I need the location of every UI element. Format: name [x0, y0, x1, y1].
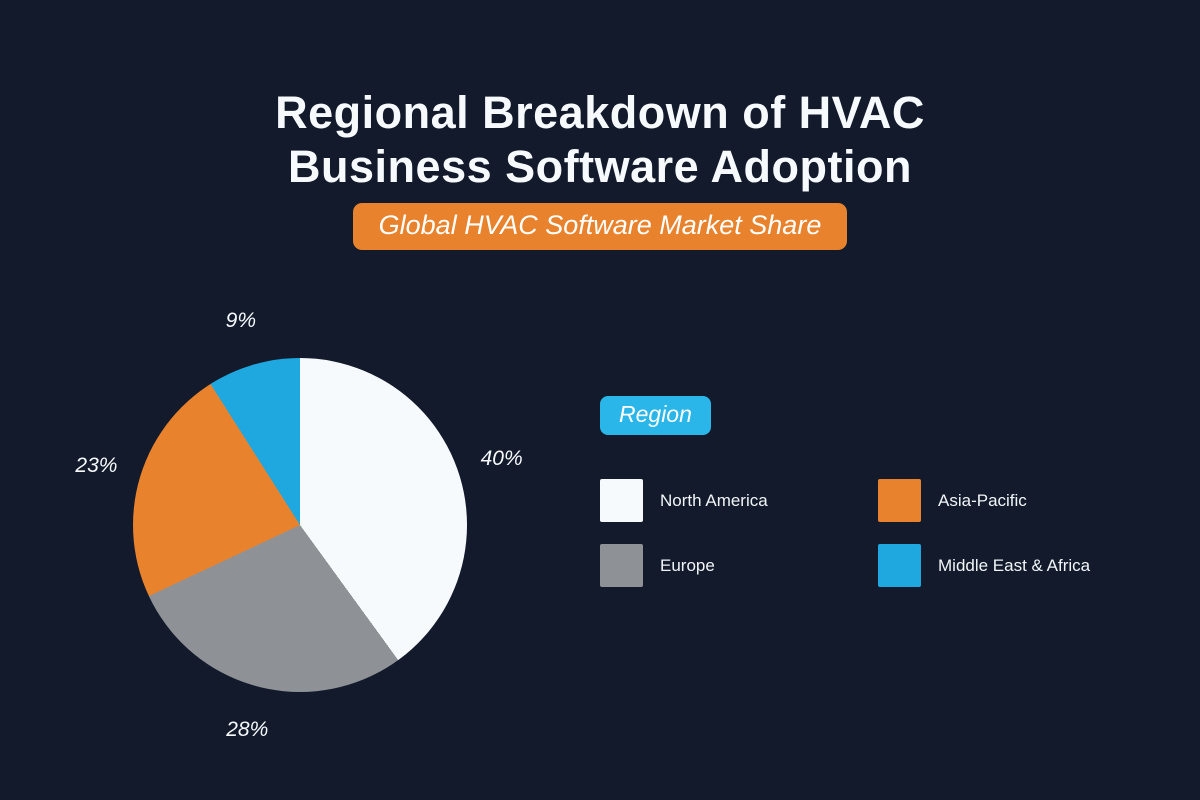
- legend-item-label: Middle East & Africa: [938, 555, 1091, 575]
- page-title: Regional Breakdown of HVAC Business Soft…: [275, 87, 925, 192]
- legend-item: North America: [600, 479, 878, 522]
- legend-swatch-icon: [600, 544, 643, 587]
- legend-title: Region: [600, 396, 711, 435]
- subtitle-badge: Global HVAC Software Market Share: [352, 203, 848, 250]
- legend-swatch-icon: [878, 479, 921, 522]
- legend-grid: North America Asia-Pacific Europe Middle Ea…: [600, 479, 1090, 587]
- legend-item: Europe: [600, 544, 878, 587]
- legend-item: Asia-Pacific: [878, 479, 1090, 522]
- pie-slice-label: 40%: [480, 447, 523, 471]
- legend-item-label: North America: [660, 490, 768, 510]
- pie-slice-label: 28%: [226, 718, 269, 742]
- subtitle-badge-container: Global HVAC Software Market Share: [0, 203, 1200, 250]
- legend-item-label: Asia-Pacific: [938, 490, 1027, 510]
- legend: Region North America Asia-Pacific Europe Mi…: [600, 396, 1090, 587]
- legend-item-label: Europe: [660, 555, 715, 575]
- legend-swatch-icon: [878, 544, 921, 587]
- legend-item: Middle East & Africa: [878, 544, 1090, 587]
- pie-slice-label: 9%: [225, 309, 257, 333]
- legend-swatch-icon: [600, 479, 643, 522]
- pie-slice-label: 23%: [75, 453, 118, 477]
- pie-chart: [133, 358, 467, 692]
